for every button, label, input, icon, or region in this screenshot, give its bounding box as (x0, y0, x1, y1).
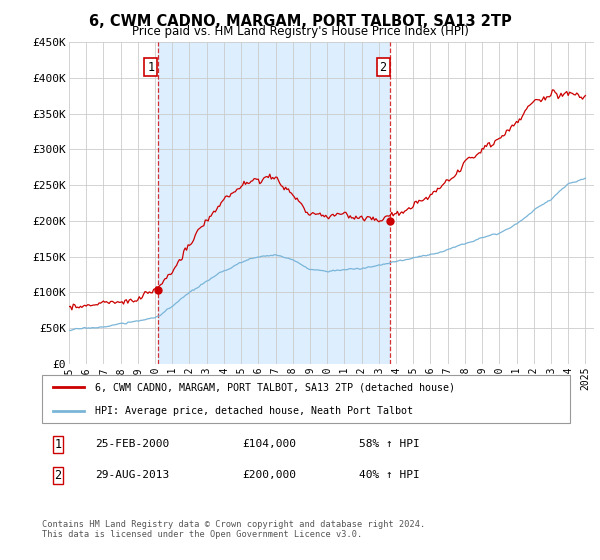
Text: 2: 2 (54, 469, 61, 482)
Text: 2: 2 (380, 60, 387, 73)
Text: 29-AUG-2013: 29-AUG-2013 (95, 470, 169, 480)
Text: 25-FEB-2000: 25-FEB-2000 (95, 439, 169, 449)
FancyBboxPatch shape (42, 375, 570, 423)
Text: £104,000: £104,000 (242, 439, 296, 449)
Text: 58% ↑ HPI: 58% ↑ HPI (359, 439, 419, 449)
Text: 6, CWM CADNO, MARGAM, PORT TALBOT, SA13 2TP: 6, CWM CADNO, MARGAM, PORT TALBOT, SA13 … (89, 14, 511, 29)
Text: 1: 1 (147, 60, 154, 73)
Text: Contains HM Land Registry data © Crown copyright and database right 2024.
This d: Contains HM Land Registry data © Crown c… (42, 520, 425, 539)
Text: 1: 1 (54, 438, 61, 451)
Text: 6, CWM CADNO, MARGAM, PORT TALBOT, SA13 2TP (detached house): 6, CWM CADNO, MARGAM, PORT TALBOT, SA13 … (95, 382, 455, 392)
Text: 40% ↑ HPI: 40% ↑ HPI (359, 470, 419, 480)
Text: Price paid vs. HM Land Registry's House Price Index (HPI): Price paid vs. HM Land Registry's House … (131, 25, 469, 38)
Text: HPI: Average price, detached house, Neath Port Talbot: HPI: Average price, detached house, Neat… (95, 406, 413, 416)
Bar (158, 42, 390, 364)
Text: £200,000: £200,000 (242, 470, 296, 480)
